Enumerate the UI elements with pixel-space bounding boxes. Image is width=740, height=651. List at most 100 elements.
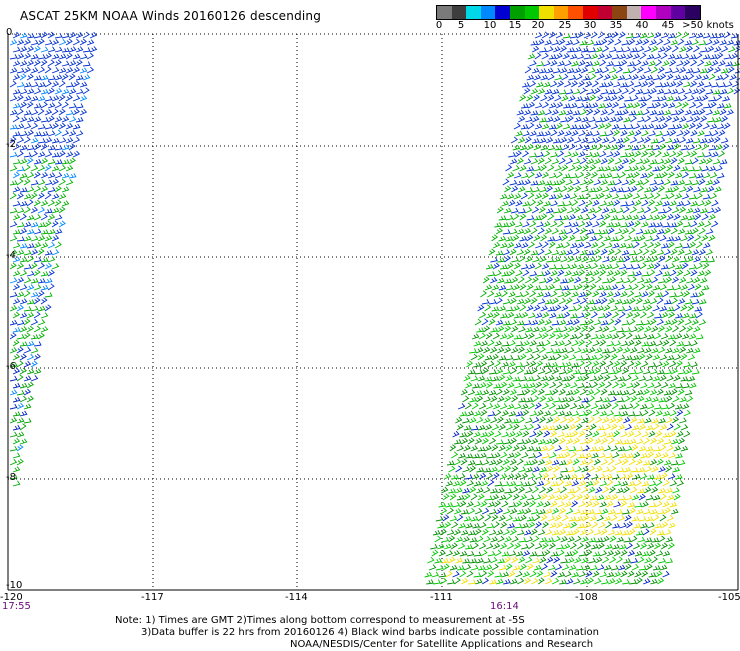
wind-barb — [488, 299, 497, 305]
wind-barb — [592, 269, 600, 277]
wind-barb — [565, 438, 574, 445]
wind-barb — [9, 95, 18, 102]
wind-barb — [548, 332, 556, 340]
wind-barb — [481, 437, 489, 445]
wind-barb — [9, 262, 17, 270]
wind-barb — [563, 522, 571, 529]
wind-barb — [646, 32, 655, 39]
wind-barb — [600, 38, 608, 46]
wind-barb — [513, 193, 522, 200]
wind-barb — [33, 325, 41, 333]
wind-barb — [695, 32, 704, 39]
wind-barb — [694, 306, 703, 312]
wind-barb — [40, 117, 49, 123]
wind-barb — [498, 284, 507, 291]
wind-barb — [82, 47, 91, 53]
wind-barb — [628, 528, 636, 536]
wind-barb — [567, 488, 575, 494]
wind-barb — [680, 376, 689, 382]
wind-barb — [40, 143, 48, 151]
wind-barb — [644, 396, 652, 403]
wind-barb — [565, 88, 574, 95]
wind-barb — [565, 157, 574, 165]
wind-barb — [581, 466, 589, 473]
wind-barb — [513, 262, 521, 270]
wind-barb — [558, 368, 567, 375]
wind-barb — [534, 333, 543, 340]
wind-barb — [610, 236, 619, 242]
wind-barb — [683, 290, 691, 298]
wind-barb — [541, 241, 549, 249]
wind-barb — [477, 375, 486, 382]
wind-barb — [614, 367, 622, 375]
wind-barb — [460, 529, 469, 536]
wind-barb — [467, 459, 476, 466]
wind-barb — [573, 578, 581, 585]
wind-barb — [656, 318, 664, 326]
wind-barb — [612, 543, 620, 550]
wind-barb — [512, 423, 520, 431]
wind-barb — [645, 235, 654, 242]
wind-barb — [543, 130, 551, 137]
wind-barb — [565, 297, 573, 305]
wind-barb — [529, 152, 537, 158]
wind-barb — [602, 486, 610, 494]
wind-barb — [506, 171, 515, 179]
wind-barb — [72, 80, 80, 88]
wind-barb — [579, 40, 588, 46]
wind-barb — [537, 248, 545, 256]
wind-barb — [505, 284, 514, 291]
wind-barb — [527, 241, 535, 249]
wind-barb — [567, 416, 575, 424]
wind-barb — [665, 395, 673, 403]
wind-barb — [698, 178, 706, 186]
wind-barb — [451, 521, 459, 529]
wind-barb — [486, 453, 494, 459]
wind-barb — [555, 122, 563, 130]
wind-barb — [579, 297, 587, 305]
wind-barb — [654, 452, 662, 459]
wind-barb — [575, 73, 583, 81]
wind-barb — [703, 103, 711, 109]
wind-barb — [490, 346, 498, 354]
wind-barb — [505, 563, 513, 571]
wind-barb — [30, 278, 39, 284]
wind-barb — [610, 493, 619, 501]
wind-barb — [544, 227, 553, 235]
wind-barb — [616, 416, 624, 424]
wind-barb — [44, 108, 53, 116]
wind-barb — [708, 145, 717, 151]
wind-barb — [620, 201, 629, 207]
wind-barb — [649, 389, 658, 396]
wind-barb — [670, 88, 679, 95]
wind-barb — [602, 348, 610, 354]
wind-barb — [527, 263, 536, 270]
wind-barb — [30, 291, 39, 298]
wind-barb — [607, 369, 616, 375]
wind-barb — [700, 137, 708, 144]
wind-barb — [521, 103, 529, 109]
wind-barb — [676, 360, 683, 368]
wind-barb — [603, 73, 611, 81]
legend-label: 25 — [558, 20, 572, 31]
wind-barb — [675, 403, 683, 410]
wind-barb — [487, 360, 495, 368]
wind-barb — [54, 101, 63, 109]
wind-barb — [12, 102, 21, 109]
wind-barb — [23, 206, 31, 214]
wind-barb — [634, 430, 642, 438]
wind-barb — [531, 206, 540, 214]
wind-barb — [452, 570, 460, 578]
wind-barb — [641, 199, 649, 207]
wind-barb — [581, 536, 589, 543]
wind-barb — [561, 95, 569, 102]
wind-barb — [638, 74, 647, 81]
wind-barb — [530, 437, 539, 445]
wind-barb — [548, 264, 557, 270]
wind-barb — [613, 61, 622, 67]
wind-barb — [681, 171, 689, 179]
wind-barb — [537, 157, 545, 165]
wind-barb — [490, 277, 498, 284]
wind-barb — [687, 214, 696, 221]
wind-barb — [540, 563, 548, 571]
